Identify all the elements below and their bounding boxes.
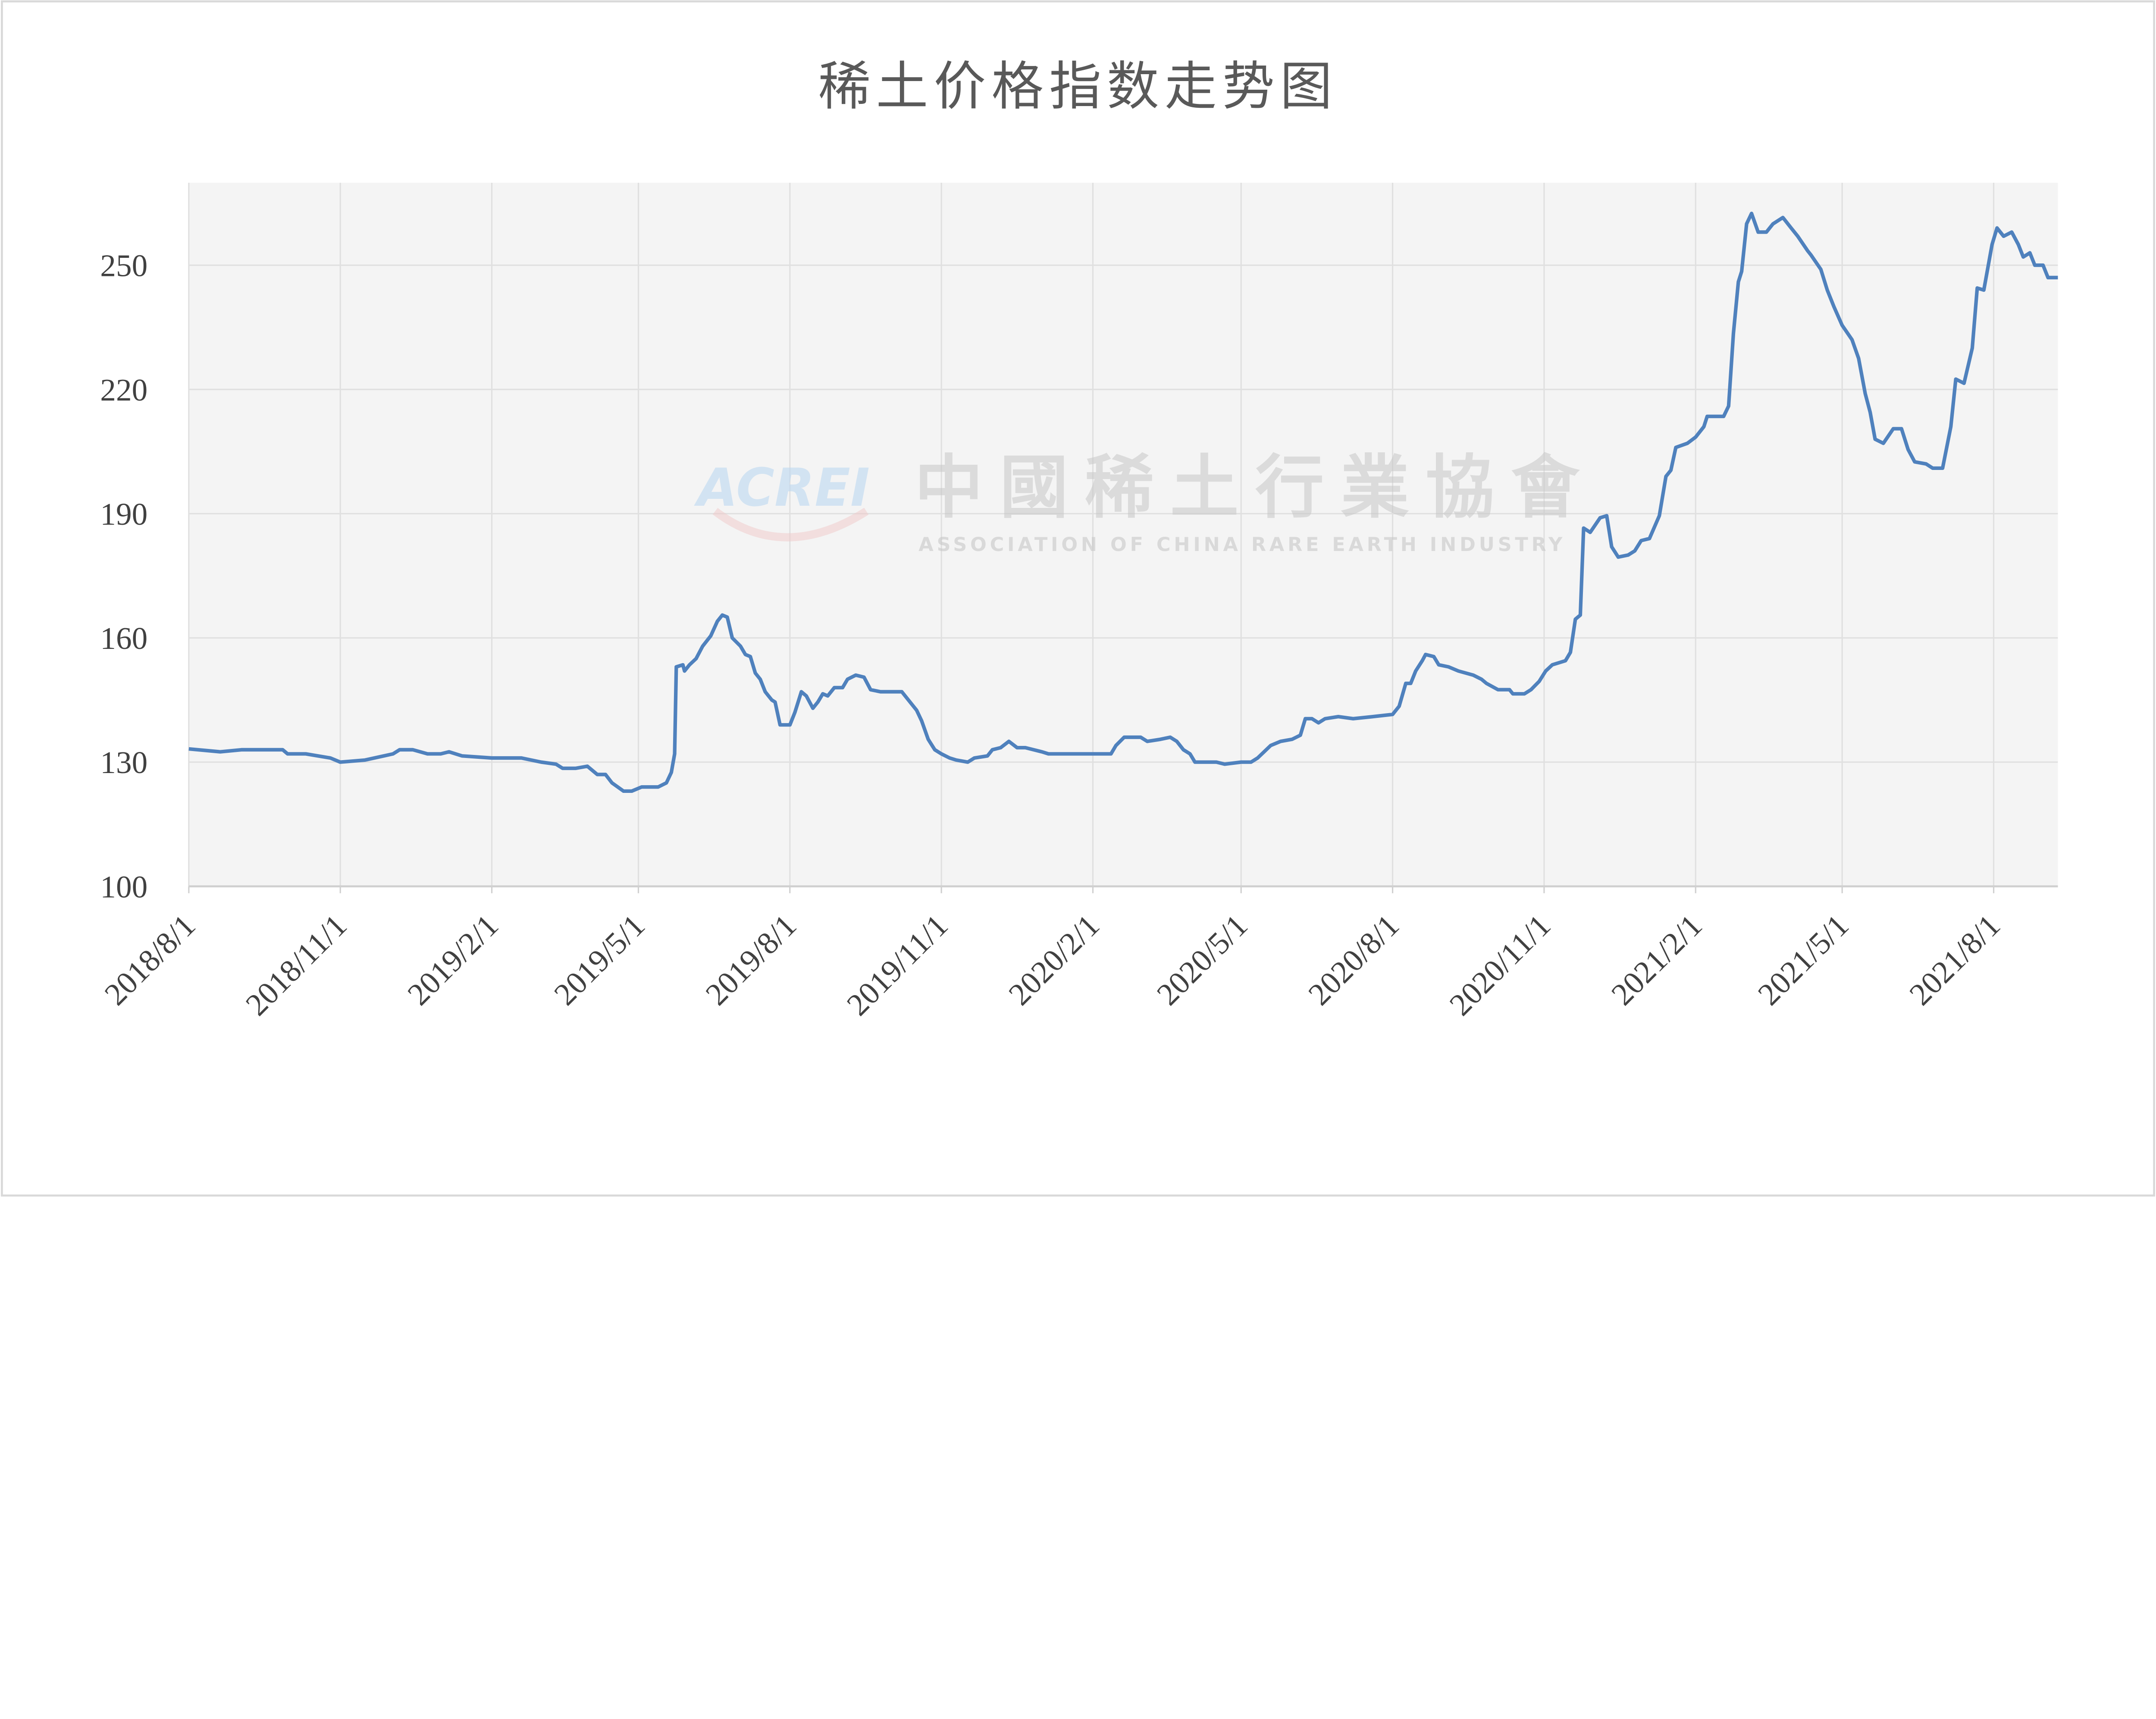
y-tick-label: 220: [100, 373, 147, 407]
watermark-logo: ACREI: [694, 457, 870, 518]
gridlines: [188, 182, 2058, 886]
watermark: ACREI 中國稀土行業協會 ASSOCIATION OF CHINA RARE…: [694, 447, 1596, 556]
y-tick-label: 190: [100, 497, 147, 532]
y-tick-label: 250: [100, 248, 147, 283]
plot-area: [188, 182, 2058, 886]
y-tick-label: 100: [100, 869, 147, 904]
chart-title: 稀土价格指数走势图: [818, 56, 1338, 117]
y-axis: 100 130 160 190 220 250: [100, 248, 147, 905]
chart: 稀土价格指数走势图 ACREI 中國稀土行業協會 ASSOCIATION OF …: [1, 0, 2155, 1197]
watermark-name-cn: 中國稀土行業協會: [915, 447, 1596, 528]
watermark-swoosh: [712, 507, 869, 542]
y-tick-label: 160: [100, 621, 147, 656]
y-tick-label: 130: [100, 745, 147, 780]
watermark-name-en: ASSOCIATION OF CHINA RARE EARTH INDUSTRY: [918, 533, 1566, 556]
series-line-price-index: [188, 211, 2058, 793]
